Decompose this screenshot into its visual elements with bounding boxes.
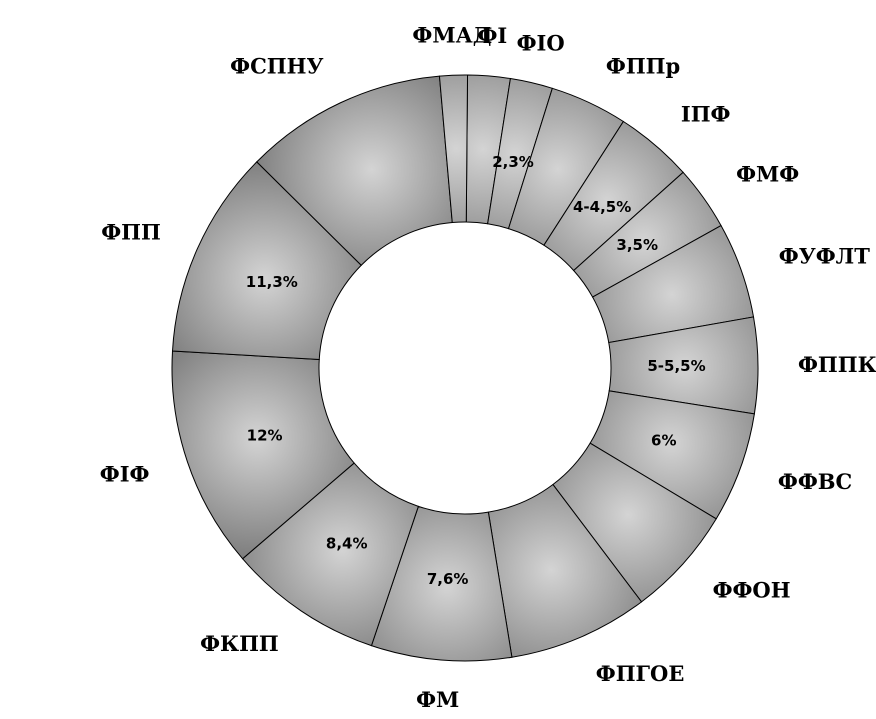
category-label-7: ФППК <box>798 352 876 377</box>
value-label-2: 2,3% <box>492 153 534 171</box>
category-label-15: ФСПНУ <box>230 54 323 79</box>
category-label-16: ФМАД <box>412 22 491 47</box>
value-label-5: 3,5% <box>616 236 658 254</box>
category-label-3: ФППр <box>606 53 680 78</box>
value-label-11: 7,6% <box>427 570 469 588</box>
category-label-9: ФФОН <box>713 578 791 603</box>
category-label-2: ФІО <box>517 31 565 56</box>
category-label-1: ФІ <box>477 23 507 48</box>
category-label-6: ФУФЛТ <box>779 244 870 269</box>
category-label-4: ІПФ <box>681 101 731 126</box>
category-label-10: ФПГОЕ <box>596 661 685 686</box>
category-label-12: ФКПП <box>200 631 279 656</box>
value-labels-group: 2,3% 4-4,5% 3,5% 5-5,5% 6% 7,6% 8,4% 12% 11,3% <box>246 153 706 588</box>
category-label-5: ФМФ <box>736 162 799 187</box>
category-label-14: ФПП <box>101 219 161 244</box>
value-label-8: 6% <box>651 431 676 449</box>
category-label-13: ФІФ <box>100 461 150 486</box>
value-label-14: 11,3% <box>246 273 298 291</box>
slices-group <box>171 74 759 662</box>
value-label-13: 12% <box>247 427 283 445</box>
value-label-4: 4-4,5% <box>573 198 631 216</box>
value-label-7: 5-5,5% <box>647 357 705 375</box>
category-label-8: ФФВС <box>778 469 852 494</box>
category-label-11: ФМ <box>416 687 459 712</box>
slice-16 <box>438 74 469 224</box>
value-label-12: 8,4% <box>326 534 368 552</box>
